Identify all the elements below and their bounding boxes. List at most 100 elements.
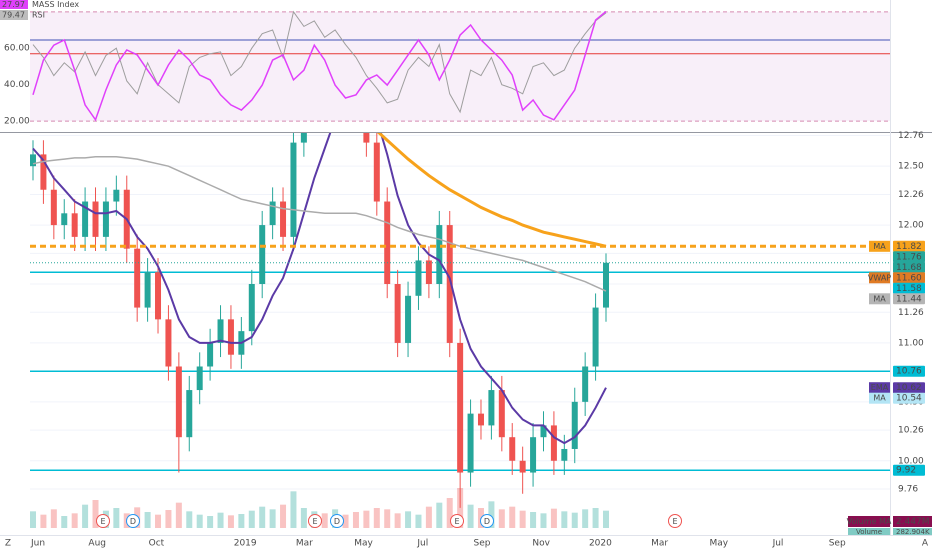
volume-ma-value: 2.447M — [896, 517, 930, 527]
event-marker[interactable] — [450, 514, 464, 528]
candle-body — [269, 201, 276, 226]
volume-bar — [248, 510, 255, 528]
mass-line — [32, 10, 607, 122]
volume-box — [848, 528, 890, 535]
mass-name: MASS Index — [32, 0, 79, 9]
event-label: E — [312, 517, 317, 526]
y-tick-label: 12.26 — [898, 190, 924, 200]
volume-bar — [207, 516, 214, 528]
volume-bar — [436, 502, 443, 528]
y-tick-label: 10.26 — [898, 426, 924, 436]
candle-body — [509, 437, 516, 461]
candle-body — [155, 272, 162, 320]
rsi-tick-label: 20.00 — [4, 117, 30, 127]
mass-value: 27.97 — [2, 0, 25, 9]
volume-bar — [457, 488, 464, 528]
candle-body — [40, 154, 47, 190]
tag-name: MA — [873, 394, 886, 403]
volume-ma-box — [848, 516, 890, 527]
event-label: D — [484, 517, 490, 526]
corner-left[interactable]: Z — [5, 539, 11, 549]
tag-value-box — [893, 261, 925, 273]
tag-value: 11.58 — [896, 284, 922, 294]
rsi-name: RSI — [32, 11, 45, 20]
volume-bar — [405, 511, 412, 528]
tag-name-box — [869, 382, 890, 394]
volume-bar — [498, 509, 505, 528]
candle-body — [436, 225, 443, 285]
volume-bar — [571, 512, 578, 528]
tag-name-box — [869, 272, 890, 284]
volume-ma-name: Volume MA — [847, 517, 892, 526]
event-marker[interactable] — [330, 514, 344, 528]
tag-value-box — [893, 293, 925, 305]
x-tick-label: 2020 — [589, 539, 612, 549]
volume-bar — [217, 512, 224, 528]
tag-value-box — [893, 382, 925, 394]
volume-bar — [352, 512, 359, 528]
x-tick-label: Jul — [416, 539, 428, 549]
event-marker[interactable] — [96, 514, 110, 528]
y-tick-label: 10.00 — [898, 456, 924, 466]
candle-body — [61, 213, 68, 226]
volume-bar — [363, 510, 370, 528]
candle-body — [457, 342, 464, 473]
indicator-line — [376, 133, 607, 248]
volume-bar — [155, 514, 162, 528]
corner-right[interactable]: A — [922, 539, 929, 549]
tag-value: 11.82 — [896, 242, 922, 252]
x-tick-label: Jul — [772, 539, 784, 549]
rsi-line — [32, 10, 607, 114]
event-marker[interactable] — [308, 514, 322, 528]
candle-body — [603, 262, 609, 308]
indicator-line — [32, 133, 607, 445]
volume-bar — [582, 509, 589, 528]
tag-value: 10.76 — [896, 367, 922, 377]
volume-bar — [40, 514, 47, 528]
event-marker[interactable] — [126, 514, 140, 528]
candle-body — [363, 133, 370, 143]
x-tick-label: Sep — [829, 539, 846, 549]
volume-bar — [509, 506, 516, 528]
indicator-line — [32, 155, 607, 292]
candle-body — [571, 401, 578, 449]
volume-bar — [300, 508, 307, 528]
candle-body — [50, 189, 57, 226]
candle-body — [71, 213, 78, 237]
candle-body — [467, 413, 474, 473]
volume-name: Volume — [856, 528, 882, 536]
event-label: E — [454, 517, 459, 526]
event-marker[interactable] — [668, 514, 682, 528]
volume-bar — [342, 514, 349, 528]
x-tick-label: Mar — [651, 539, 668, 549]
candle-body — [550, 425, 557, 461]
tag-value: 9.92 — [896, 466, 916, 476]
volume-bar — [561, 511, 568, 528]
candle-body — [217, 319, 224, 343]
volume-bar — [384, 509, 391, 528]
rsi-value: 79.47 — [2, 11, 25, 20]
candle-body — [477, 413, 484, 426]
candle-body — [300, 133, 307, 143]
volume-bar — [82, 504, 89, 528]
volume-bar — [71, 513, 78, 528]
price-pane — [30, 133, 890, 508]
y-tick-label: 12.50 — [898, 162, 924, 172]
volume-value-box — [893, 528, 932, 535]
volume-bar — [446, 498, 453, 528]
tag-name: VWAP — [868, 273, 891, 282]
candle-body — [175, 366, 182, 438]
volume-bar — [61, 516, 68, 528]
volume-bar — [175, 502, 182, 528]
candle-body — [144, 272, 151, 308]
candle-body — [373, 142, 380, 202]
tag-name-box — [869, 392, 890, 404]
candle-body — [186, 390, 193, 438]
tag-value: 11.68 — [896, 263, 922, 273]
tag-value-box — [893, 365, 925, 377]
volume-value: 282.904K — [896, 528, 930, 536]
candle-body — [488, 390, 495, 426]
volume-bar — [196, 514, 203, 528]
candle-body — [82, 201, 89, 237]
event-marker[interactable] — [480, 514, 494, 528]
